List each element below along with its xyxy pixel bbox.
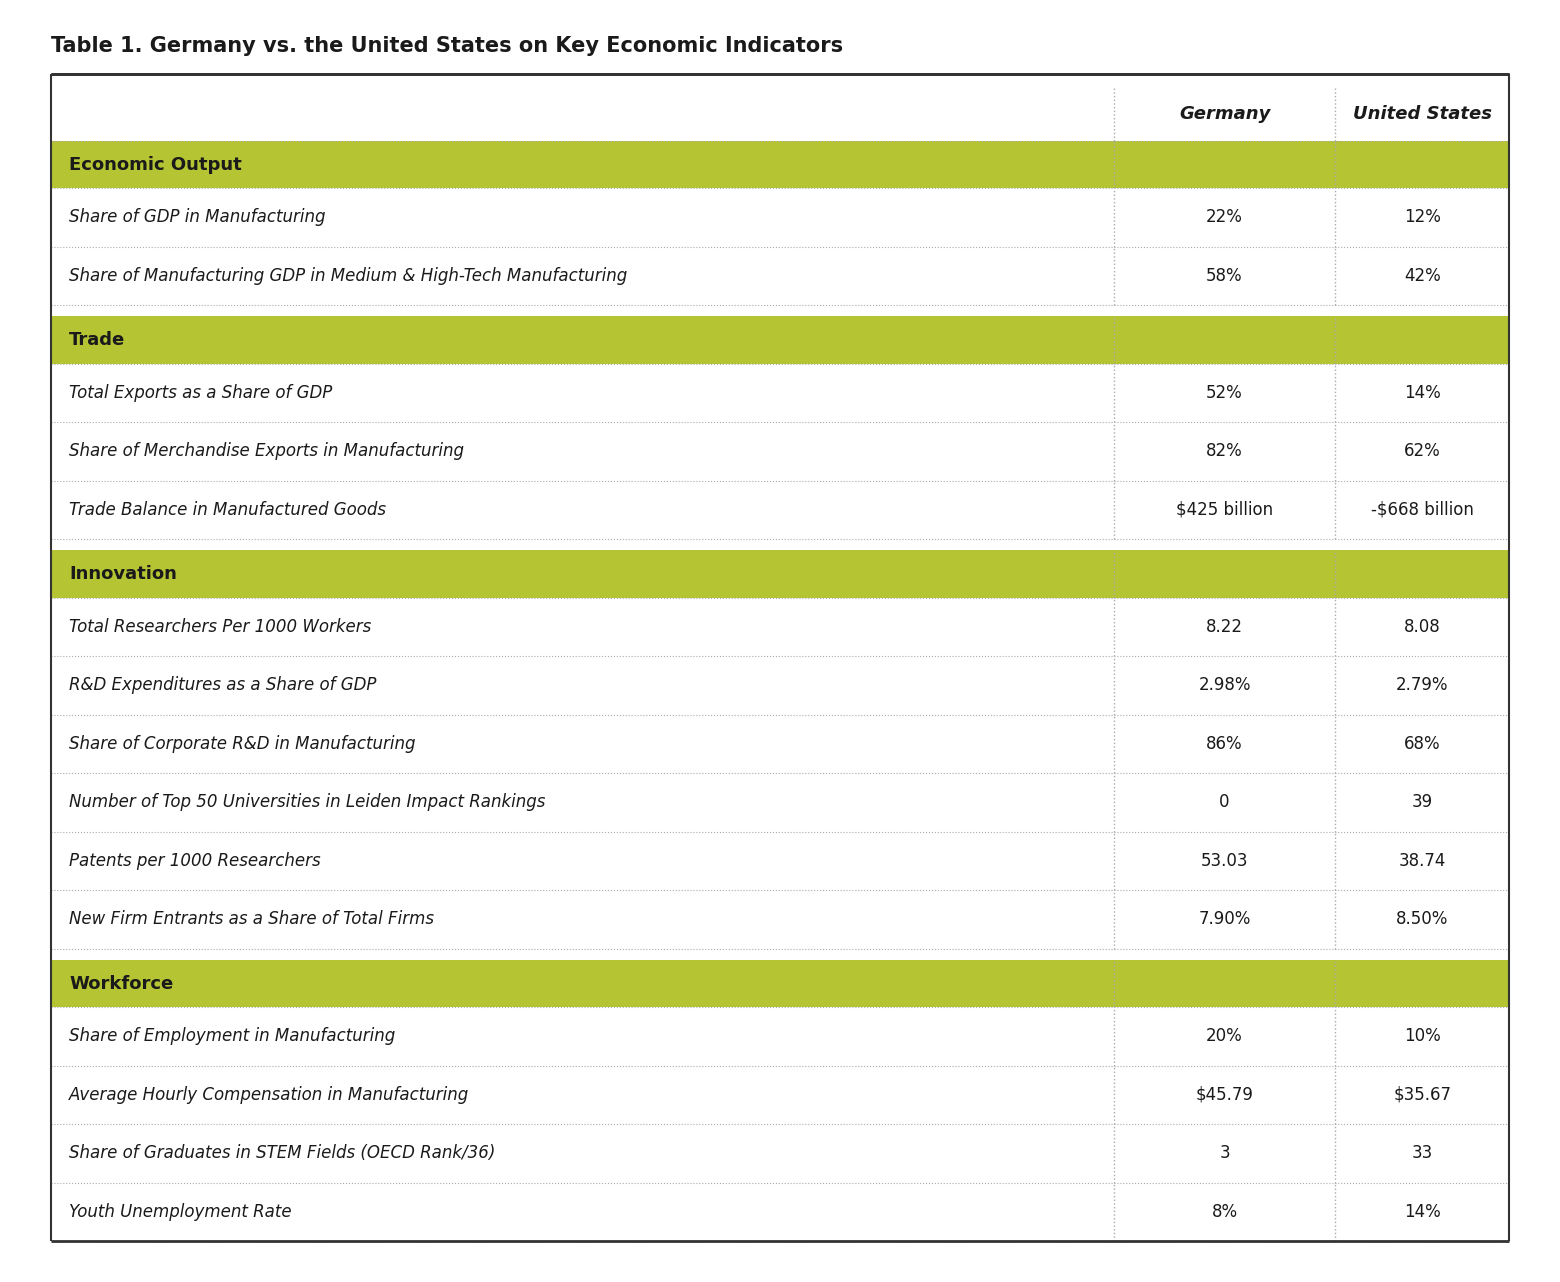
Bar — [51, 1008, 1509, 1065]
Text: 39: 39 — [1412, 794, 1434, 812]
Text: Total Exports as a Share of GDP: Total Exports as a Share of GDP — [69, 383, 332, 403]
Text: 3: 3 — [1220, 1145, 1229, 1163]
Text: 7.90%: 7.90% — [1198, 910, 1251, 928]
Text: 12%: 12% — [1404, 209, 1441, 227]
Text: Innovation: Innovation — [69, 565, 178, 583]
Text: 33: 33 — [1412, 1145, 1434, 1163]
Bar — [51, 656, 1509, 714]
Text: 20%: 20% — [1206, 1027, 1243, 1045]
Text: 2.98%: 2.98% — [1198, 677, 1251, 695]
Text: Germany: Germany — [1179, 105, 1270, 123]
Text: Share of Graduates in STEM Fields (OECD Rank/36): Share of Graduates in STEM Fields (OECD … — [69, 1145, 496, 1163]
Text: Share of Corporate R&D in Manufacturing: Share of Corporate R&D in Manufacturing — [69, 735, 417, 753]
Text: Share of Merchandise Exports in Manufacturing: Share of Merchandise Exports in Manufact… — [69, 442, 465, 460]
Text: 10%: 10% — [1404, 1027, 1441, 1045]
Text: 52%: 52% — [1206, 383, 1243, 403]
Text: Workforce: Workforce — [69, 974, 173, 992]
Text: Youth Unemployment Rate: Youth Unemployment Rate — [69, 1203, 292, 1220]
Text: 14%: 14% — [1404, 383, 1441, 403]
Text: 38.74: 38.74 — [1399, 853, 1446, 870]
Text: 8%: 8% — [1212, 1203, 1237, 1220]
Text: New Firm Entrants as a Share of Total Firms: New Firm Entrants as a Share of Total Fi… — [69, 910, 434, 928]
Text: Patents per 1000 Researchers: Patents per 1000 Researchers — [69, 853, 321, 870]
Bar — [51, 597, 1509, 656]
Bar — [51, 422, 1509, 481]
Text: $45.79: $45.79 — [1195, 1086, 1254, 1104]
Text: $425 billion: $425 billion — [1176, 501, 1273, 519]
Bar — [51, 364, 1509, 422]
Text: Economic Output: Economic Output — [69, 155, 242, 173]
Text: Trade: Trade — [69, 331, 126, 349]
Bar — [51, 1065, 1509, 1124]
Bar — [51, 317, 1509, 364]
Text: 68%: 68% — [1404, 735, 1441, 753]
Bar — [51, 188, 1509, 246]
Text: Total Researchers Per 1000 Workers: Total Researchers Per 1000 Workers — [69, 618, 371, 636]
Text: -$668 billion: -$668 billion — [1371, 501, 1474, 519]
Text: 8.22: 8.22 — [1206, 618, 1243, 636]
Text: 22%: 22% — [1206, 209, 1243, 227]
Text: 14%: 14% — [1404, 1203, 1441, 1220]
Text: 62%: 62% — [1404, 442, 1441, 460]
Bar — [51, 890, 1509, 949]
Text: 42%: 42% — [1404, 267, 1441, 285]
Text: 8.50%: 8.50% — [1396, 910, 1449, 928]
Text: Share of Employment in Manufacturing: Share of Employment in Manufacturing — [69, 1027, 396, 1045]
Text: Average Hourly Compensation in Manufacturing: Average Hourly Compensation in Manufactu… — [69, 1086, 470, 1104]
Text: 86%: 86% — [1206, 735, 1243, 753]
Text: 2.79%: 2.79% — [1396, 677, 1449, 695]
Text: R&D Expenditures as a Share of GDP: R&D Expenditures as a Share of GDP — [69, 677, 376, 695]
Bar — [51, 1182, 1509, 1241]
Bar — [51, 481, 1509, 540]
Text: 53.03: 53.03 — [1201, 853, 1248, 870]
Bar — [51, 87, 1509, 141]
Text: $35.67: $35.67 — [1393, 1086, 1451, 1104]
Bar — [51, 1124, 1509, 1182]
Text: Table 1. Germany vs. the United States on Key Economic Indicators: Table 1. Germany vs. the United States o… — [51, 36, 842, 56]
Text: 58%: 58% — [1206, 267, 1243, 285]
Text: 82%: 82% — [1206, 442, 1243, 460]
Text: Number of Top 50 Universities in Leiden Impact Rankings: Number of Top 50 Universities in Leiden … — [69, 794, 546, 812]
Bar — [51, 960, 1509, 1008]
Text: Trade Balance in Manufactured Goods: Trade Balance in Manufactured Goods — [69, 501, 387, 519]
Bar — [51, 714, 1509, 773]
Text: 8.08: 8.08 — [1404, 618, 1441, 636]
Bar — [51, 141, 1509, 188]
Bar — [51, 550, 1509, 597]
Bar — [51, 246, 1509, 305]
Text: United States: United States — [1353, 105, 1491, 123]
Text: Share of Manufacturing GDP in Medium & High-Tech Manufacturing: Share of Manufacturing GDP in Medium & H… — [69, 267, 627, 285]
Text: 0: 0 — [1220, 794, 1229, 812]
Bar — [51, 773, 1509, 832]
Bar — [51, 832, 1509, 890]
Text: Share of GDP in Manufacturing: Share of GDP in Manufacturing — [69, 209, 326, 227]
